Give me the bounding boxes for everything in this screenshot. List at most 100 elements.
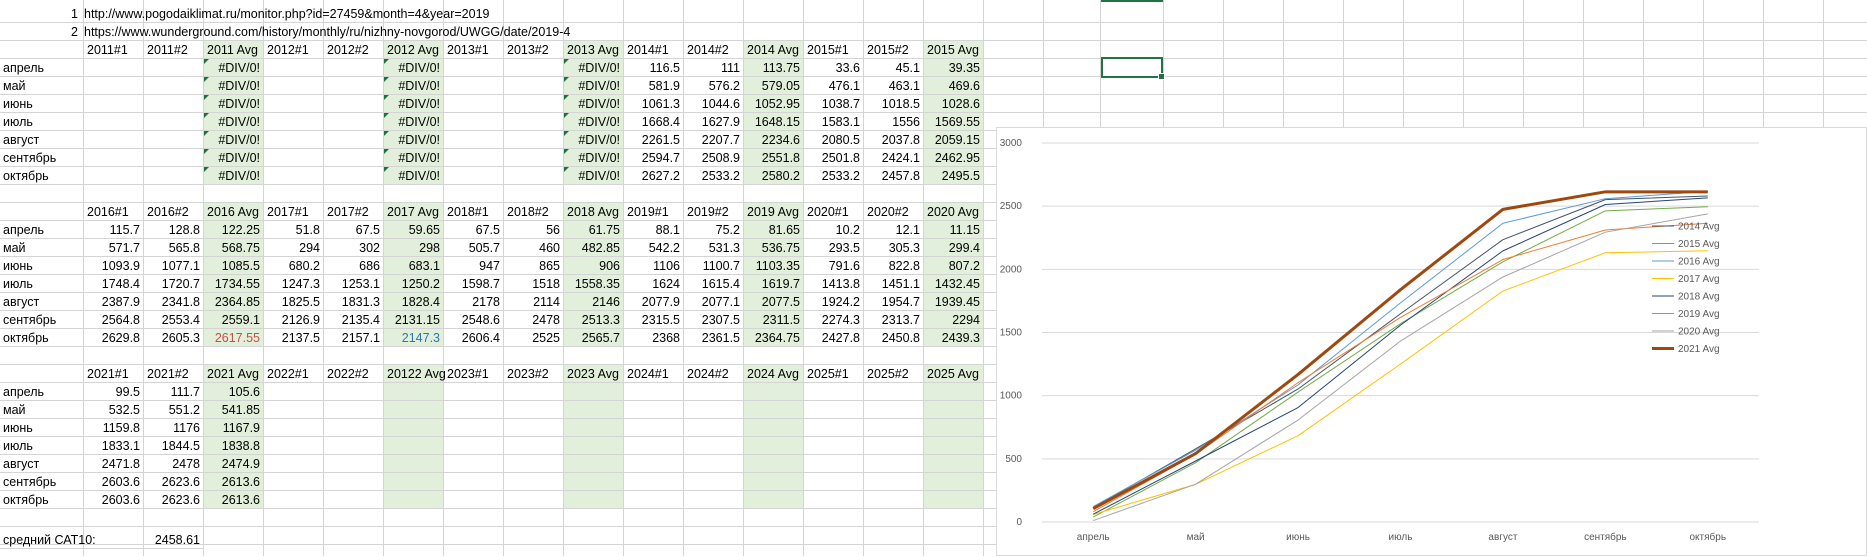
data-cell[interactable]	[624, 401, 684, 419]
data-cell[interactable]: 2553.4	[144, 311, 204, 329]
column-header-cell[interactable]: 2015 Avg	[924, 41, 984, 59]
column-header-cell[interactable]: 2017 Avg	[384, 203, 444, 221]
data-cell[interactable]	[384, 473, 444, 491]
data-cell[interactable]: 1077.1	[144, 257, 204, 275]
data-cell[interactable]	[264, 167, 324, 185]
url-cell[interactable]: https://www.wunderground.com/history/mon…	[84, 25, 571, 39]
data-cell[interactable]: 99.5	[84, 383, 144, 401]
month-label-cell[interactable]: октябрь	[0, 167, 84, 185]
data-cell[interactable]	[804, 437, 864, 455]
data-cell[interactable]	[264, 473, 324, 491]
data-cell[interactable]	[924, 473, 984, 491]
data-cell[interactable]	[444, 383, 504, 401]
data-cell[interactable]	[924, 437, 984, 455]
data-cell[interactable]: 2525	[504, 329, 564, 347]
data-cell[interactable]: 2613.6	[204, 473, 264, 491]
data-cell[interactable]: 2495.5	[924, 167, 984, 185]
data-cell[interactable]	[84, 59, 144, 77]
data-cell[interactable]: 565.8	[144, 239, 204, 257]
data-cell[interactable]: 75.2	[684, 221, 744, 239]
data-cell[interactable]: 2605.3	[144, 329, 204, 347]
error-cell[interactable]: #DIV/0!	[564, 167, 624, 185]
error-cell[interactable]: #DIV/0!	[204, 77, 264, 95]
data-cell[interactable]	[384, 383, 444, 401]
data-cell[interactable]: 1569.55	[924, 113, 984, 131]
month-label-cell[interactable]: май	[0, 77, 84, 95]
data-cell[interactable]	[444, 131, 504, 149]
data-cell[interactable]: 1598.7	[444, 275, 504, 293]
data-cell[interactable]: 2341.8	[144, 293, 204, 311]
column-header-cell[interactable]: 2014#2	[684, 41, 744, 59]
data-cell[interactable]: 579.05	[744, 77, 804, 95]
data-cell[interactable]	[444, 437, 504, 455]
data-cell[interactable]	[804, 383, 864, 401]
data-cell[interactable]	[324, 491, 384, 509]
data-cell[interactable]	[444, 401, 504, 419]
data-cell[interactable]: 469.6	[924, 77, 984, 95]
data-cell[interactable]: 531.3	[684, 239, 744, 257]
data-cell[interactable]	[744, 437, 804, 455]
data-cell[interactable]: 541.85	[204, 401, 264, 419]
data-cell[interactable]: 2080.5	[804, 131, 864, 149]
column-header-cell[interactable]: 2025#1	[804, 365, 864, 383]
data-cell[interactable]: 2551.8	[744, 149, 804, 167]
data-cell[interactable]	[324, 455, 384, 473]
error-cell[interactable]: #DIV/0!	[204, 113, 264, 131]
data-cell[interactable]: 1627.9	[684, 113, 744, 131]
month-label-cell[interactable]: май	[0, 401, 84, 419]
data-cell[interactable]: 113.75	[744, 59, 804, 77]
error-cell[interactable]: #DIV/0!	[384, 167, 444, 185]
column-header-cell[interactable]: 2022#2	[324, 365, 384, 383]
data-cell[interactable]	[384, 401, 444, 419]
data-cell[interactable]: 11.15	[924, 221, 984, 239]
data-cell[interactable]: 2533.2	[684, 167, 744, 185]
data-cell[interactable]: 1247.3	[264, 275, 324, 293]
column-header-cell[interactable]: 2020#1	[804, 203, 864, 221]
data-cell[interactable]	[804, 455, 864, 473]
data-cell[interactable]: 2207.7	[684, 131, 744, 149]
data-cell[interactable]	[264, 491, 324, 509]
data-cell[interactable]: 460	[504, 239, 564, 257]
data-cell[interactable]: 2307.5	[684, 311, 744, 329]
data-cell[interactable]	[624, 455, 684, 473]
data-cell[interactable]: 1828.4	[384, 293, 444, 311]
data-cell[interactable]: 568.75	[204, 239, 264, 257]
column-header-cell[interactable]: 2015#1	[804, 41, 864, 59]
column-header-cell[interactable]: 2023#2	[504, 365, 564, 383]
data-cell[interactable]: 305.3	[864, 239, 924, 257]
data-cell[interactable]: 2114	[504, 293, 564, 311]
data-cell[interactable]: 2478	[504, 311, 564, 329]
data-cell[interactable]	[684, 419, 744, 437]
data-cell[interactable]	[384, 437, 444, 455]
error-cell[interactable]: #DIV/0!	[564, 59, 624, 77]
data-cell[interactable]	[504, 473, 564, 491]
month-label-cell[interactable]: май	[0, 239, 84, 257]
data-cell[interactable]: 2427.8	[804, 329, 864, 347]
data-cell[interactable]: 1518	[504, 275, 564, 293]
data-cell[interactable]: 2565.7	[564, 329, 624, 347]
column-header-cell[interactable]: 2019#1	[624, 203, 684, 221]
data-cell[interactable]	[324, 113, 384, 131]
column-header-cell[interactable]: 2014#1	[624, 41, 684, 59]
data-cell[interactable]: 571.7	[84, 239, 144, 257]
data-cell[interactable]: 2311.5	[744, 311, 804, 329]
data-cell[interactable]	[924, 383, 984, 401]
data-cell[interactable]: 542.2	[624, 239, 684, 257]
summary-label[interactable]: средний САТ10:	[0, 531, 144, 549]
error-cell[interactable]: #DIV/0!	[204, 131, 264, 149]
data-cell[interactable]: 1106	[624, 257, 684, 275]
data-cell[interactable]	[744, 473, 804, 491]
data-cell[interactable]: 302	[324, 239, 384, 257]
data-cell[interactable]: 791.6	[804, 257, 864, 275]
data-cell[interactable]	[504, 491, 564, 509]
data-cell[interactable]	[504, 77, 564, 95]
data-cell[interactable]: 1648.15	[744, 113, 804, 131]
data-cell[interactable]: 1825.5	[264, 293, 324, 311]
column-header-cell[interactable]: 2020#2	[864, 203, 924, 221]
column-header-cell[interactable]: 2012#1	[264, 41, 324, 59]
data-cell[interactable]: 2274.3	[804, 311, 864, 329]
data-cell[interactable]: 2131.15	[384, 311, 444, 329]
data-cell[interactable]	[864, 491, 924, 509]
data-cell[interactable]	[324, 473, 384, 491]
